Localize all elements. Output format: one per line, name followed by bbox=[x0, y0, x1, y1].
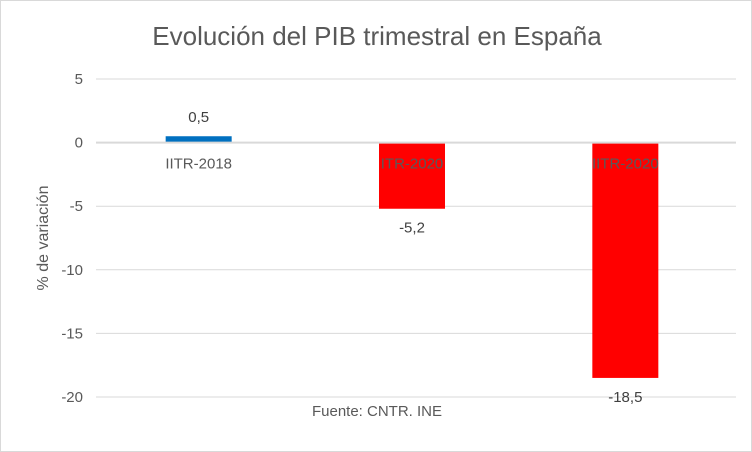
y-tick-label: -10 bbox=[61, 262, 83, 279]
data-label: -18,5 bbox=[608, 389, 642, 406]
y-tick-label: -15 bbox=[61, 325, 83, 342]
y-tick-label: 0 bbox=[75, 135, 83, 152]
y-tick-label: 5 bbox=[75, 71, 83, 88]
data-label: -5,2 bbox=[399, 220, 425, 237]
y-tick-label: -5 bbox=[70, 198, 83, 215]
data-label: 0,5 bbox=[188, 109, 209, 126]
bar bbox=[379, 142, 445, 209]
bar bbox=[165, 136, 232, 143]
category-label: IITR-2020 bbox=[592, 156, 659, 173]
category-label: IITR-2018 bbox=[165, 156, 232, 173]
chart-title: Evolución del PIB trimestral en España bbox=[152, 21, 602, 51]
source-note: Fuente: CNTR. INE bbox=[311, 403, 443, 420]
y-tick-label: -20 bbox=[61, 389, 83, 406]
bar bbox=[592, 142, 659, 378]
category-label: ITR-2020 bbox=[381, 156, 444, 173]
y-axis-label: % de variación bbox=[35, 186, 52, 291]
